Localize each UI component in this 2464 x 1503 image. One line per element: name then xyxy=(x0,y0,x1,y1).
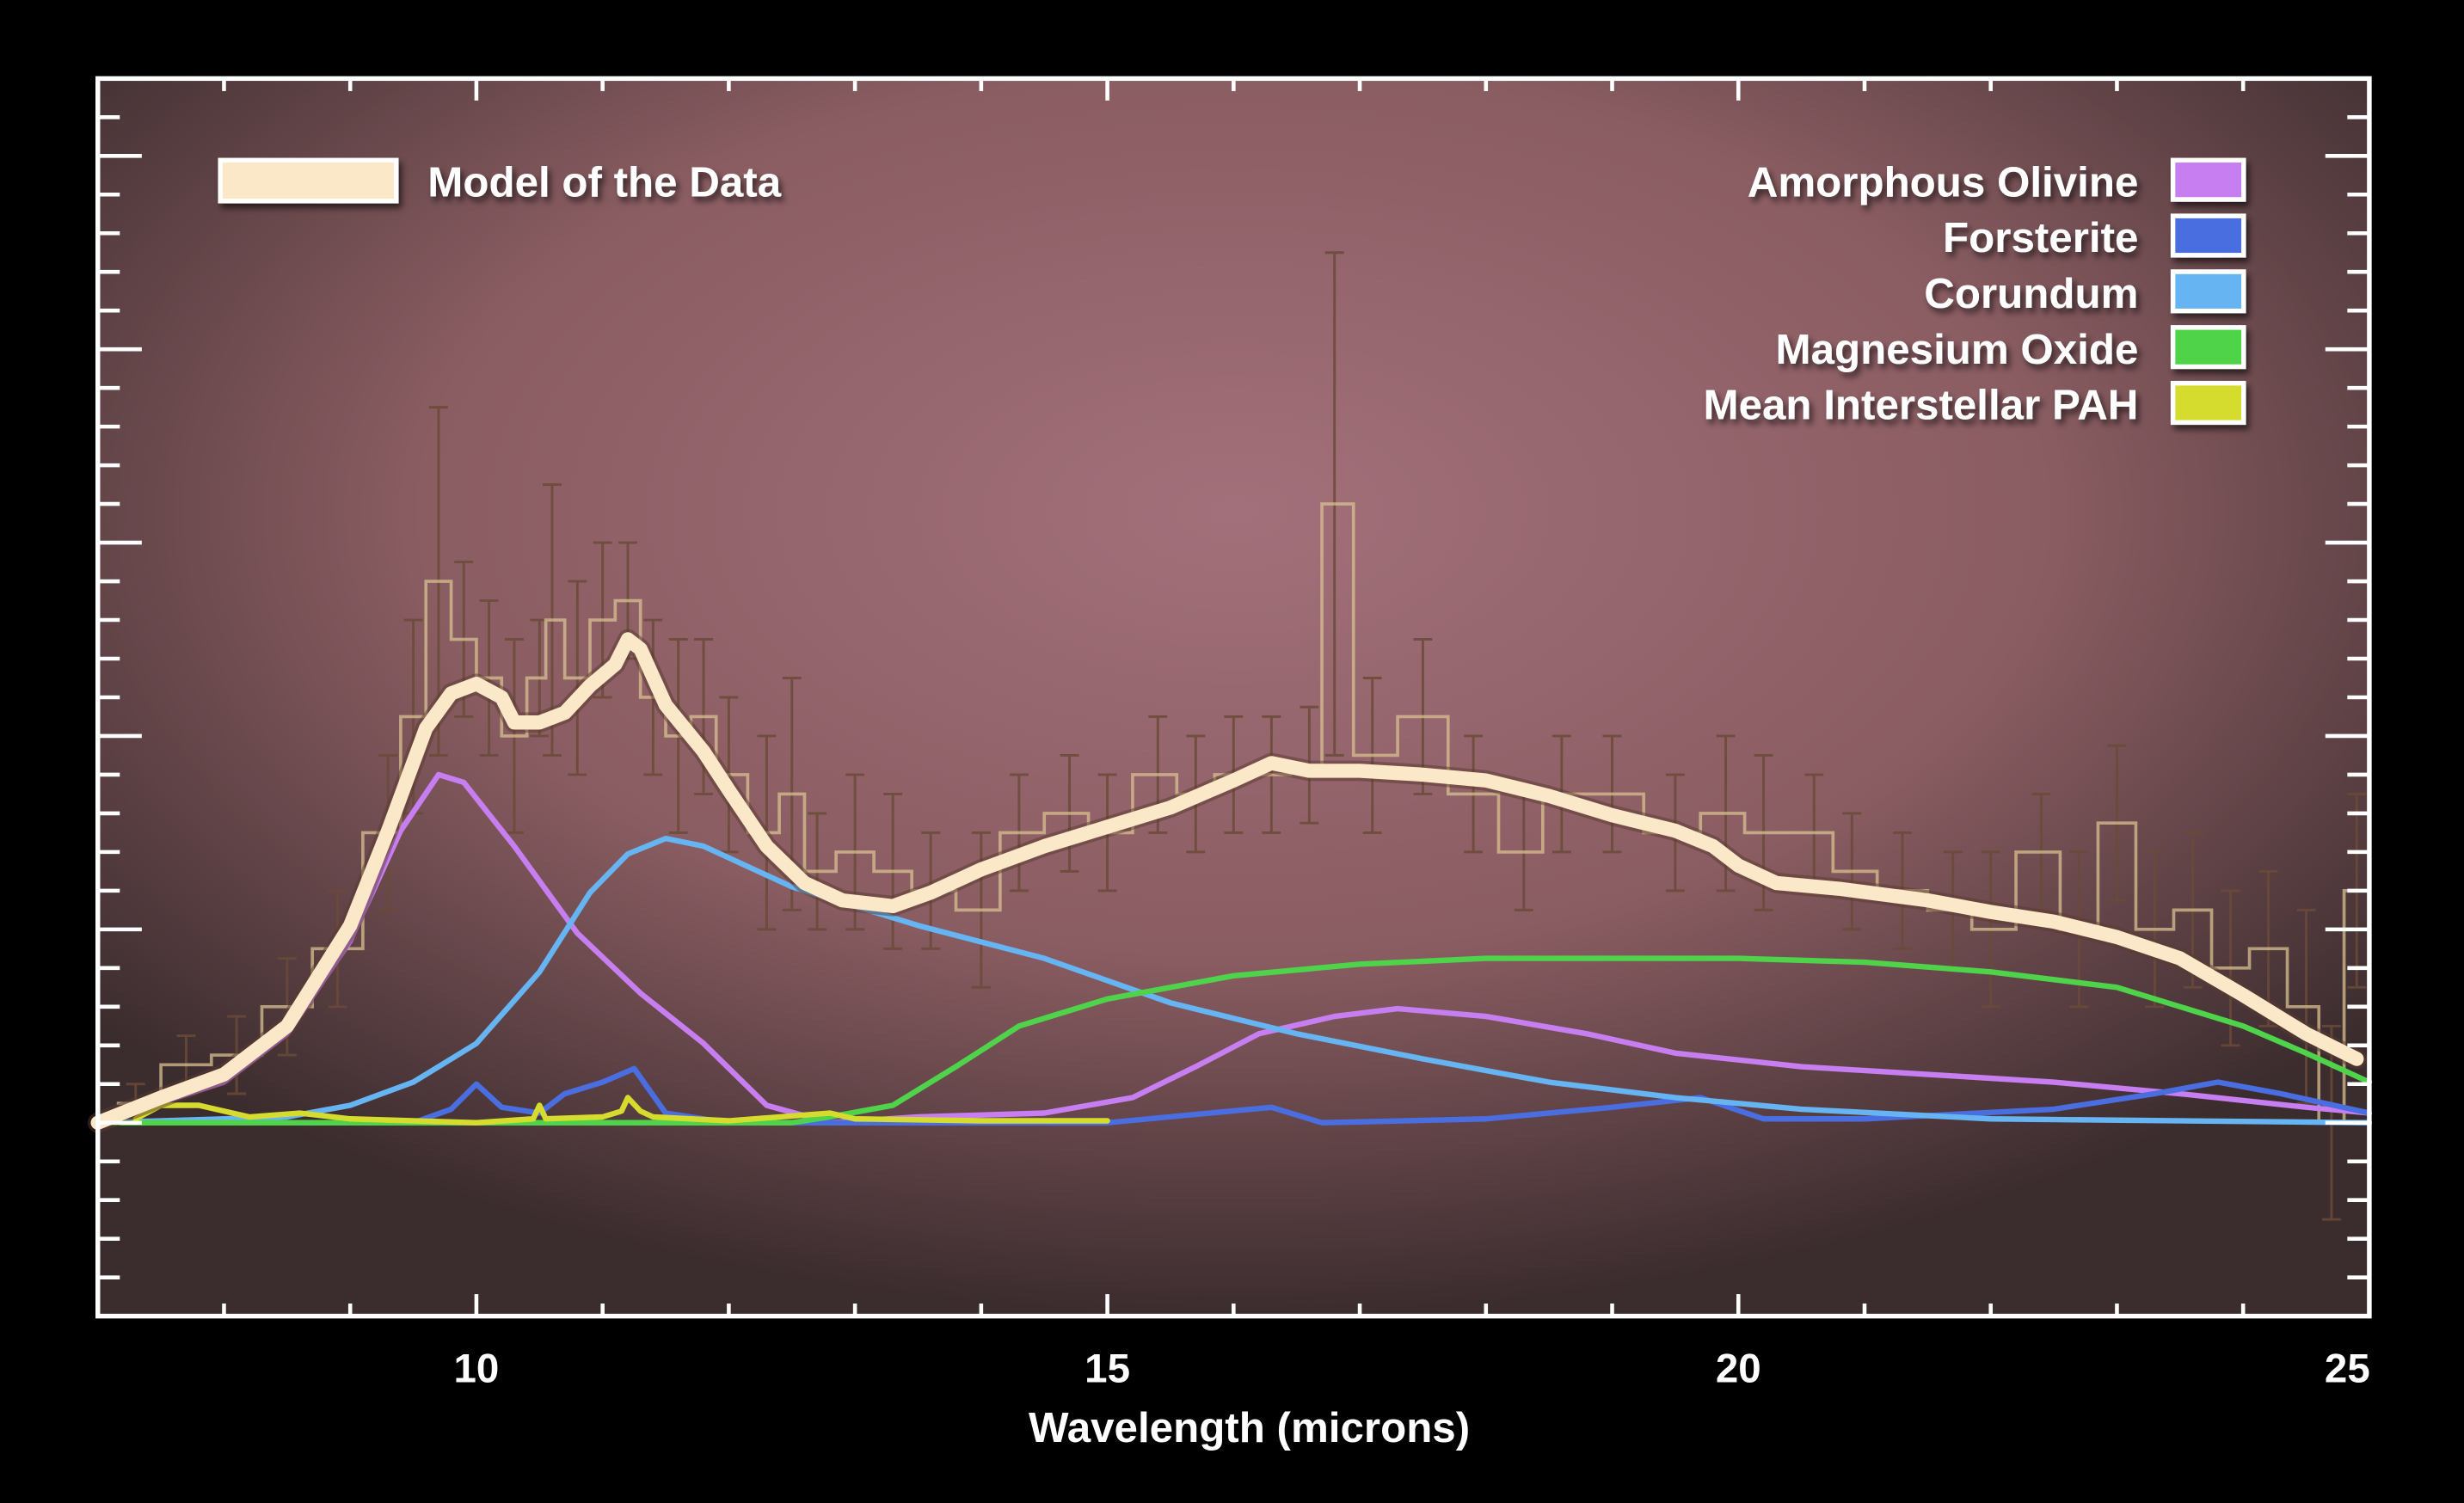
amorphous-olivine-line xyxy=(95,771,2373,1126)
x-tick-label: 20 xyxy=(1716,1346,1761,1391)
legend-label: Magnesium Oxide xyxy=(1776,326,2139,373)
legend-swatch xyxy=(2170,157,2246,202)
x-tick-label: 25 xyxy=(2325,1346,2370,1391)
forsterite-line xyxy=(95,1065,2373,1126)
x-tick-label: 10 xyxy=(454,1346,500,1391)
legend-swatch xyxy=(2170,213,2246,258)
legend-label: Forsterite xyxy=(1943,214,2138,261)
legend-swatch-model xyxy=(218,157,399,204)
x-axis-label: Wavelength (microns) xyxy=(1029,1404,1470,1451)
legend-swatch xyxy=(2170,380,2246,426)
axis-ticks xyxy=(97,78,2369,1316)
legend-left: Model of the Data xyxy=(218,157,782,206)
plot-frame xyxy=(95,76,2372,1319)
series-lines xyxy=(87,629,2373,1133)
legend-swatch xyxy=(2170,269,2246,314)
legend-label: Mean Interstellar PAH xyxy=(1704,382,2139,429)
mean-interstellar-pah-line xyxy=(132,1095,1110,1126)
legend-right: Amorphous Olivine Forsterite Corundum Magne… xyxy=(1704,157,2246,429)
x-tick-labels: 10 15 20 25 xyxy=(454,1346,2370,1391)
corundum-line xyxy=(95,835,2373,1126)
legend-label: Amorphous Olivine xyxy=(1748,158,2139,206)
x-tick-label: 15 xyxy=(1085,1346,1130,1391)
legend-label: Model of the Data xyxy=(427,158,781,206)
legend-label: Corundum xyxy=(1924,270,2138,317)
magnesium-oxide-line xyxy=(95,955,2373,1126)
model-of-the-data-line xyxy=(90,632,2364,1130)
legend-swatch xyxy=(2170,325,2246,370)
